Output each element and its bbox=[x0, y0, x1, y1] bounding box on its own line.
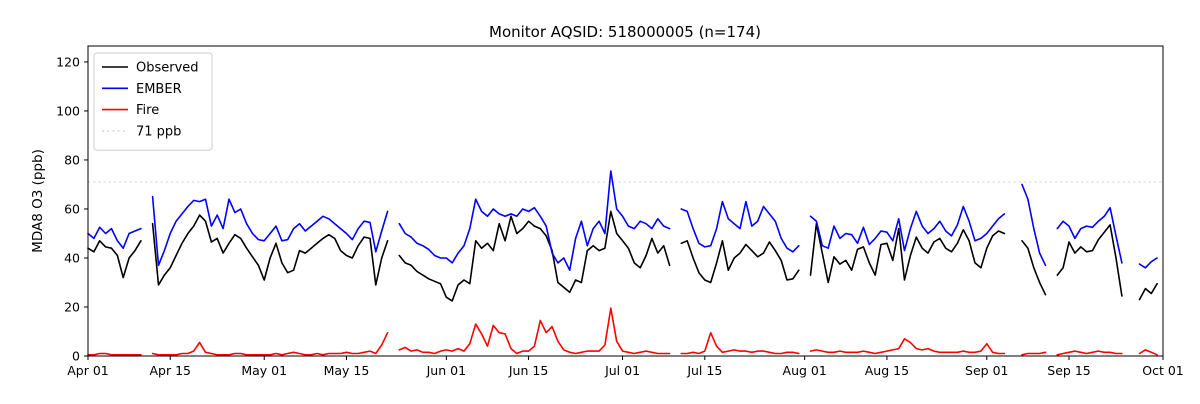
x-tick-label: Sep 15 bbox=[1047, 363, 1090, 378]
series-line-observed bbox=[87, 210, 1158, 302]
x-tick-label: Jun 01 bbox=[426, 363, 466, 378]
y-tick-label: 20 bbox=[64, 299, 80, 314]
y-tick-label: 80 bbox=[64, 152, 80, 167]
x-tick-label: Oct 01 bbox=[1142, 363, 1184, 378]
x-tick-label: Apr 01 bbox=[67, 363, 109, 378]
legend-box bbox=[93, 52, 213, 151]
x-tick-label: Jun 15 bbox=[508, 363, 548, 378]
y-tick-label: 100 bbox=[56, 103, 80, 118]
x-tick-label: Jul 01 bbox=[604, 363, 640, 378]
chart-title: Monitor AQSID: 518000005 (n=174) bbox=[489, 23, 761, 41]
legend-label-fire: Fire bbox=[136, 103, 159, 118]
x-tick-label: Sep 01 bbox=[965, 363, 1008, 378]
x-tick-label: Apr 15 bbox=[149, 363, 191, 378]
series-line-fire bbox=[87, 307, 1158, 356]
plot-border bbox=[87, 45, 1164, 357]
y-tick-label: 0 bbox=[72, 349, 80, 364]
y-tick-label: 120 bbox=[56, 54, 80, 69]
legend-label-71-ppb: 71 ppb bbox=[136, 124, 181, 139]
x-axis: Apr 01 Apr 15 May 01 May 15 Jun 01 Jun 15 Jul … bbox=[67, 356, 1184, 378]
legend-label-observed: Observed bbox=[136, 61, 199, 76]
series-line-ember bbox=[87, 170, 1158, 271]
x-tick-label: May 01 bbox=[241, 363, 287, 378]
x-tick-label: May 15 bbox=[324, 363, 370, 378]
y-tick-label: 60 bbox=[64, 201, 80, 216]
y-tick-label: 40 bbox=[64, 250, 80, 265]
legend-label-ember: EMBER bbox=[136, 82, 182, 97]
series-lines bbox=[87, 170, 1158, 356]
x-tick-label: Aug 15 bbox=[865, 363, 909, 378]
legend: Observed EMBER Fire 71 ppb bbox=[93, 52, 213, 151]
y-axis: 0 20 40 60 80 100 120 bbox=[56, 54, 88, 364]
x-tick-label: Jul 15 bbox=[686, 363, 722, 378]
x-tick-label: Aug 01 bbox=[783, 363, 827, 378]
y-axis-label: MDA8 O3 (ppb) bbox=[30, 149, 46, 253]
